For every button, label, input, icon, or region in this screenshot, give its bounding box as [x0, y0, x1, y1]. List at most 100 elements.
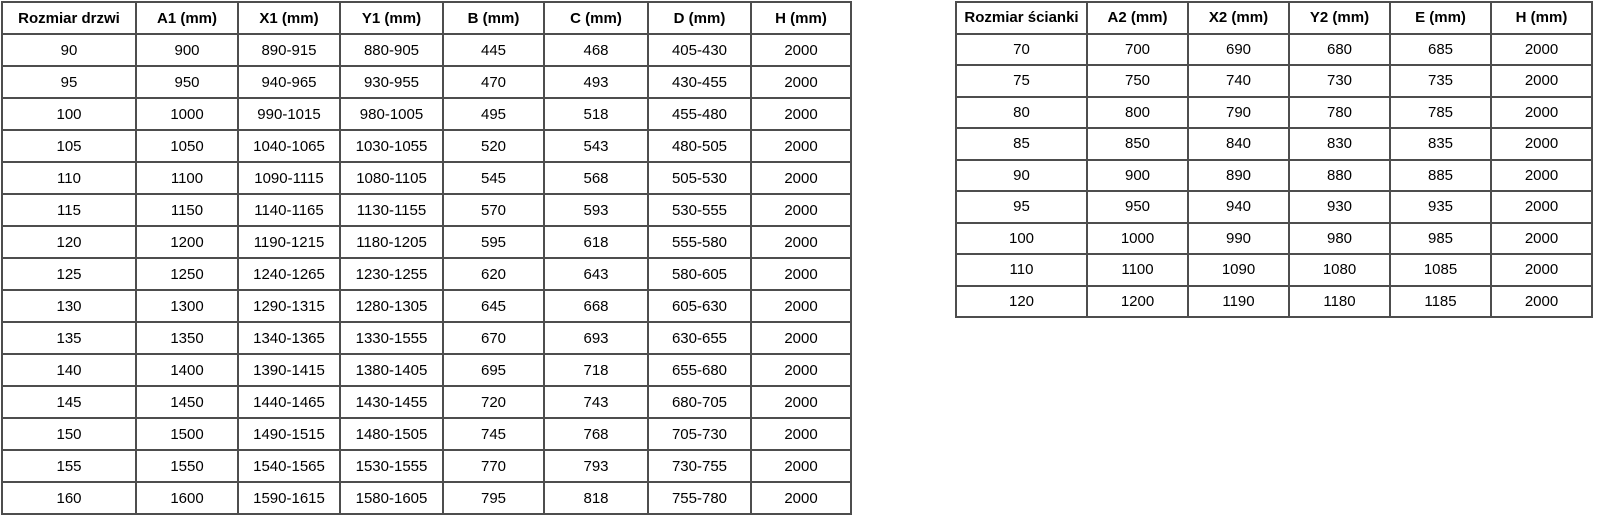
table-cell: 705-730 [647, 417, 752, 451]
table-cell: 930-955 [339, 65, 444, 99]
table-cell: 1150 [135, 193, 239, 227]
table-row: 115 1150 1140-1165 1130-1155 570 593 530-555 20… [1, 193, 852, 227]
table-cell: 643 [543, 257, 649, 291]
table-row: 150 1500 1490-1515 1480-1505 745 768 705-730 20… [1, 417, 852, 451]
table-cell: 505-530 [647, 161, 752, 195]
table-cell: 743 [543, 385, 649, 419]
table-cell: 980-1005 [339, 97, 444, 131]
table-row: 135 1350 1340-1365 1330-1555 670 693 630-655 20… [1, 321, 852, 355]
table-cell: 690 [1187, 32, 1290, 66]
table-cell: 1180 [1288, 284, 1391, 318]
table-row: 120 1200 1190 1180 1185 2000 [955, 284, 1593, 318]
table-cell: 1230-1255 [339, 257, 444, 291]
table-cell: 555-580 [647, 225, 752, 259]
table-cell: 530-555 [647, 193, 752, 227]
header-row: Rozmiar ścianki A2 (mm) X2 (mm) Y2 (mm) E (m… [955, 1, 1593, 35]
table-cell: 545 [442, 161, 545, 195]
table-cell: 1030-1055 [339, 129, 444, 163]
table-cell: 150 [1, 417, 137, 451]
table-cell: 140 [1, 353, 137, 387]
table-cell: 1400 [135, 353, 239, 387]
table-cell: 1390-1415 [237, 353, 341, 387]
table-cell: 2000 [750, 289, 852, 323]
table-cell: 1100 [1086, 253, 1189, 287]
table-cell: 620 [442, 257, 545, 291]
table-row: 120 1200 1190-1215 1180-1205 595 618 555-580 20… [1, 225, 852, 259]
column-header: Rozmiar ścianki [955, 1, 1088, 35]
column-header: Y1 (mm) [339, 1, 444, 35]
table-cell: 543 [543, 129, 649, 163]
door-size-table: Rozmiar drzwi A1 (mm) X1 (mm) Y1 (mm) B (mm)… [1, 1, 852, 515]
table-cell: 1540-1565 [237, 449, 341, 483]
table-cell: 455-480 [647, 97, 752, 131]
table-row: 110 1100 1090 1080 1085 2000 [955, 253, 1593, 287]
table-row: 155 1550 1540-1565 1530-1555 770 793 730-755 20… [1, 449, 852, 483]
column-header: D (mm) [647, 1, 752, 35]
table-cell: 445 [442, 33, 545, 67]
table-cell: 2000 [750, 97, 852, 131]
table-cell: 830 [1288, 127, 1391, 161]
wall-table-header: Rozmiar ścianki A2 (mm) X2 (mm) Y2 (mm) E (m… [955, 1, 1593, 35]
table-cell: 780 [1288, 95, 1391, 129]
table-cell: 2000 [750, 33, 852, 67]
wall-size-table: Rozmiar ścianki A2 (mm) X2 (mm) Y2 (mm) E (m… [955, 1, 1593, 318]
table-row: 90 900 890-915 880-905 445 468 405-430 2000 [1, 33, 852, 67]
table-cell: 2000 [750, 417, 852, 451]
table-cell: 768 [543, 417, 649, 451]
table-row: 70 700 690 680 685 2000 [955, 32, 1593, 66]
table-cell: 950 [1086, 190, 1189, 224]
table-row: 90 900 890 880 885 2000 [955, 158, 1593, 192]
table-cell: 1350 [135, 321, 239, 355]
table-row: 100 1000 990 980 985 2000 [955, 221, 1593, 255]
table-cell: 75 [955, 64, 1088, 98]
table-cell: 720 [442, 385, 545, 419]
table-cell: 885 [1389, 158, 1492, 192]
table-cell: 1600 [135, 481, 239, 515]
table-cell: 1090-1115 [237, 161, 341, 195]
table-cell: 745 [442, 417, 545, 451]
table-cell: 130 [1, 289, 137, 323]
table-cell: 120 [1, 225, 137, 259]
table-cell: 1500 [135, 417, 239, 451]
table-cell: 2000 [750, 129, 852, 163]
column-header: X2 (mm) [1187, 1, 1290, 35]
table-cell: 835 [1389, 127, 1492, 161]
table-cell: 100 [955, 221, 1088, 255]
table-cell: 2000 [1490, 221, 1593, 255]
table-cell: 1185 [1389, 284, 1492, 318]
table-cell: 95 [1, 65, 137, 99]
table-cell: 2000 [1490, 158, 1593, 192]
table-cell: 750 [1086, 64, 1189, 98]
table-cell: 770 [442, 449, 545, 483]
column-header: Y2 (mm) [1288, 1, 1391, 35]
column-header: X1 (mm) [237, 1, 341, 35]
table-cell: 840 [1187, 127, 1290, 161]
column-header: E (mm) [1389, 1, 1492, 35]
table-cell: 785 [1389, 95, 1492, 129]
table-cell: 1430-1455 [339, 385, 444, 419]
table-cell: 950 [135, 65, 239, 99]
table-cell: 470 [442, 65, 545, 99]
table-cell: 160 [1, 481, 137, 515]
table-cell: 1000 [1086, 221, 1189, 255]
table-cell: 755-780 [647, 481, 752, 515]
table-cell: 125 [1, 257, 137, 291]
table-cell: 80 [955, 95, 1088, 129]
table-cell: 1450 [135, 385, 239, 419]
table-cell: 1130-1155 [339, 193, 444, 227]
table-cell: 1190 [1187, 284, 1290, 318]
table-cell: 1090 [1187, 253, 1290, 287]
column-header: A2 (mm) [1086, 1, 1189, 35]
table-cell: 155 [1, 449, 137, 483]
column-header: Rozmiar drzwi [1, 1, 137, 35]
table-cell: 1085 [1389, 253, 1492, 287]
table-cell: 2000 [750, 353, 852, 387]
table-cell: 900 [1086, 158, 1189, 192]
table-cell: 1180-1205 [339, 225, 444, 259]
table-cell: 940 [1187, 190, 1290, 224]
table-cell: 685 [1389, 32, 1492, 66]
table-cell: 2000 [1490, 95, 1593, 129]
table-cell: 1340-1365 [237, 321, 341, 355]
table-cell: 2000 [750, 225, 852, 259]
table-cell: 1140-1165 [237, 193, 341, 227]
